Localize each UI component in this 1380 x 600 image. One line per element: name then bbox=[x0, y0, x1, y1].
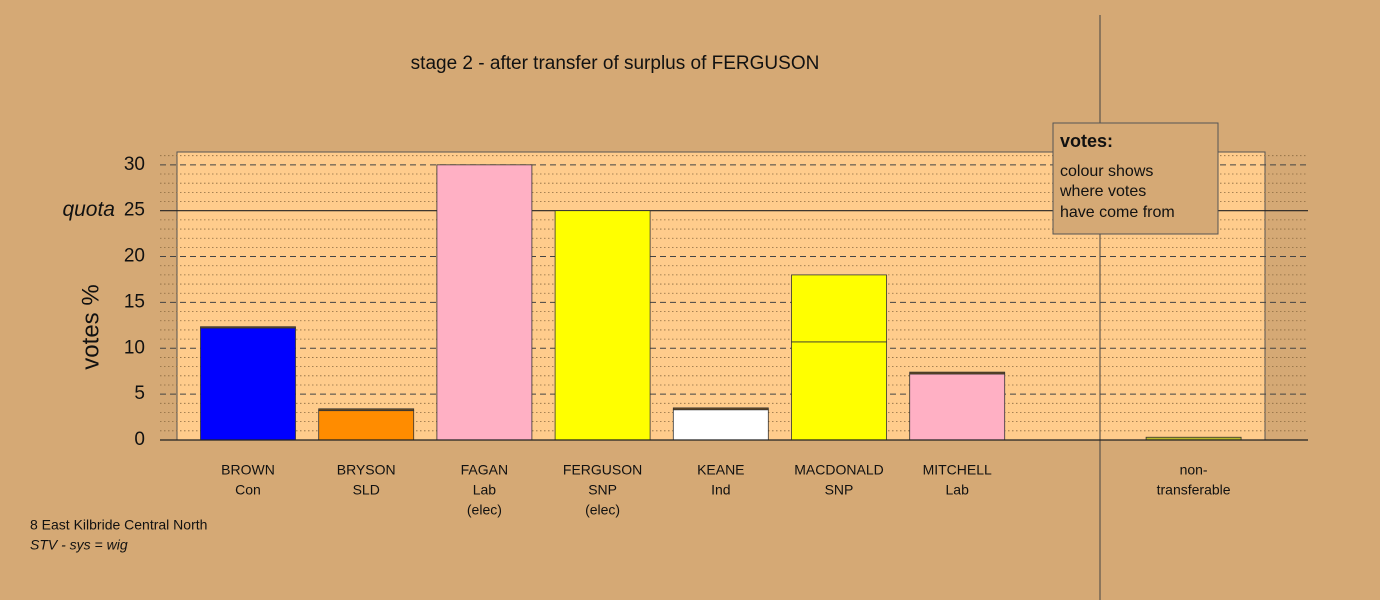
y-tick-label: 0 bbox=[134, 429, 145, 450]
legend-text: where votes bbox=[1059, 183, 1146, 200]
x-tick-label: KEANE bbox=[697, 462, 744, 478]
legend: votes: colour shows where votes have com… bbox=[1052, 122, 1219, 235]
x-tick-label: SNP bbox=[825, 482, 854, 498]
bar-segment bbox=[672, 407, 769, 411]
bar-segment bbox=[909, 373, 1006, 441]
x-tick-label: Ind bbox=[711, 482, 730, 498]
x-tick-label: MACDONALD bbox=[794, 462, 883, 478]
bar-segment bbox=[909, 371, 1006, 375]
bar-segment bbox=[791, 274, 887, 343]
x-tick-label: Con bbox=[235, 482, 261, 498]
bar-segment bbox=[791, 341, 887, 441]
x-tick-label: BRYSON bbox=[337, 462, 396, 478]
legend-text: colour shows bbox=[1060, 163, 1153, 180]
x-tick-label: non- bbox=[1180, 462, 1208, 478]
x-tick-label: (elec) bbox=[467, 502, 502, 518]
x-tick-label: transferable bbox=[1157, 482, 1231, 498]
bar-segment bbox=[200, 326, 296, 329]
legend-title: votes: bbox=[1060, 131, 1113, 151]
footer: STV - sys = wig bbox=[30, 537, 128, 553]
bar-segment bbox=[318, 408, 415, 412]
x-tick-label: FERGUSON bbox=[563, 462, 642, 478]
y-tick-label: 10 bbox=[124, 337, 145, 358]
x-tick-label: Lab bbox=[473, 482, 497, 498]
bar-segment bbox=[200, 327, 296, 441]
bar-segment bbox=[554, 210, 651, 441]
bar-segment bbox=[436, 164, 533, 441]
x-tick-label: BROWN bbox=[221, 462, 275, 478]
y-tick-label: 25 bbox=[124, 200, 145, 221]
bar-segment bbox=[672, 409, 769, 441]
x-tick-label: MITCHELL bbox=[923, 462, 992, 478]
legend-text: have come from bbox=[1060, 204, 1175, 221]
y-tick-label: 5 bbox=[134, 383, 145, 404]
y-tick-label: 30 bbox=[124, 154, 145, 175]
x-tick-label: Lab bbox=[946, 482, 970, 498]
footer: 8 East Kilbride Central North bbox=[30, 517, 207, 533]
x-tick-label: SNP bbox=[588, 482, 617, 498]
chart-title: stage 2 - after transfer of surplus of F… bbox=[411, 53, 820, 74]
x-tick-label: SLD bbox=[353, 482, 380, 498]
x-tick-label: FAGAN bbox=[461, 462, 508, 478]
x-tick-label: (elec) bbox=[585, 502, 620, 518]
y-tick-label: 15 bbox=[124, 291, 145, 312]
legend-box bbox=[1052, 122, 1219, 235]
y-tick-label: 20 bbox=[124, 246, 145, 267]
quota-label: quota bbox=[62, 198, 115, 221]
y-axis-label: votes % bbox=[77, 284, 104, 369]
bar-segment bbox=[318, 410, 415, 441]
